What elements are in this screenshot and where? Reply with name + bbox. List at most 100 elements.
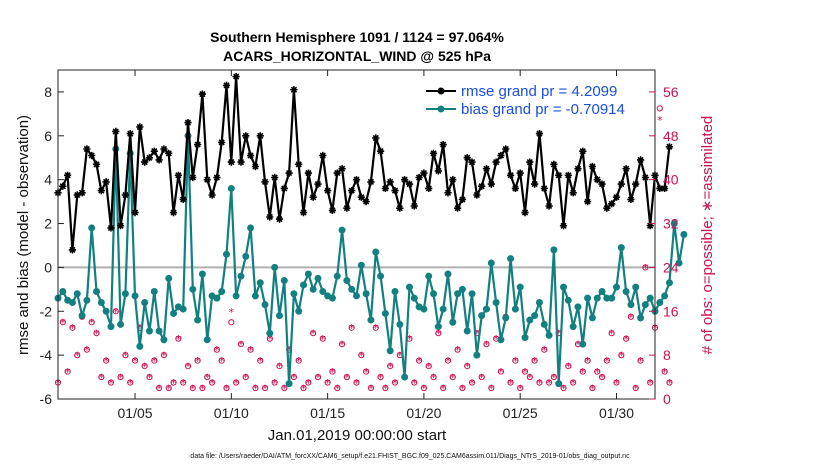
obs-assimilated-point: * <box>132 355 138 368</box>
obs-possible-point <box>175 335 182 342</box>
obs-possible-point <box>517 384 524 392</box>
rmse-point <box>637 156 645 164</box>
obs-possible-point <box>324 379 331 386</box>
rmse-point <box>603 204 611 212</box>
obs-assimilated-point: * <box>147 372 153 385</box>
rmse-point <box>516 169 524 177</box>
obs-possible-point <box>83 346 90 353</box>
obs-assimilated-point: * <box>70 322 76 335</box>
rmse-series <box>54 73 673 254</box>
obs-possible-point <box>468 379 476 386</box>
obs-possible-point <box>74 352 81 359</box>
plot-background <box>58 70 655 399</box>
rmse-point <box>487 180 495 188</box>
obs-possible-point <box>180 379 187 386</box>
obs-assimilated-point: * <box>354 377 360 390</box>
x-axis-label: Jan.01,2019 00:00:00 start <box>268 427 447 444</box>
rmse-point <box>429 149 438 157</box>
rmse-point <box>401 176 409 184</box>
bias-point <box>622 288 630 296</box>
obs-assimilated-point: * <box>508 377 514 390</box>
y-tick-label: -6 <box>40 391 53 407</box>
obs-possible-point <box>151 357 158 364</box>
bias-point <box>59 288 67 296</box>
rmse-point <box>550 160 558 168</box>
rmse-point <box>328 206 336 214</box>
obs-assimilated-point: * <box>253 383 259 396</box>
obs-assimilated-point: * <box>556 328 562 341</box>
obs-assimilated-point: * <box>426 361 432 374</box>
bias-point <box>251 292 259 300</box>
bias-point <box>357 261 365 269</box>
obs-assimilated-point: * <box>243 372 249 385</box>
rmse-point <box>338 165 346 173</box>
rmse-point <box>256 132 264 140</box>
x-tick-label: 01/10 <box>214 405 249 421</box>
obs-possible-point <box>382 384 389 392</box>
y2-tick-label: 32 <box>663 216 679 232</box>
legend-rmse-label: rmse grand pr = 4.2099 <box>461 83 617 100</box>
obs-possible-point <box>459 384 466 392</box>
bias-point <box>608 294 616 302</box>
obs-assimilated-point: * <box>301 383 307 396</box>
obs-assimilated-point: * <box>359 350 365 363</box>
rmse-point <box>198 90 206 98</box>
bias-point <box>88 224 96 232</box>
bias-point <box>439 305 447 313</box>
obs-assimilated-point: * <box>455 344 461 357</box>
bias-point <box>102 307 110 315</box>
bias-point <box>550 246 558 254</box>
obs-assimilated-point: * <box>286 344 292 357</box>
bias-point <box>131 292 139 300</box>
obs-assimilated-point: * <box>383 383 389 396</box>
obs-assimilated-point: * <box>142 361 148 374</box>
bias-point <box>160 336 168 344</box>
bias-point <box>261 301 269 309</box>
rmse-point <box>535 130 544 138</box>
rmse-point <box>420 169 428 177</box>
obs-assimilated-point: * <box>493 333 499 346</box>
obs-possible-point <box>276 363 283 370</box>
bias-point <box>492 298 500 306</box>
y2-tick-label: 56 <box>663 84 679 100</box>
rmse-point <box>145 154 154 162</box>
bias-point <box>280 277 288 285</box>
bias-point <box>540 320 548 328</box>
obs-assimilated-point: * <box>614 377 620 390</box>
bias-point <box>266 329 274 337</box>
rmse-point <box>107 224 115 232</box>
obs-possible-point <box>570 379 577 386</box>
obs-possible-point <box>208 379 216 386</box>
obs-possible-point <box>536 379 543 386</box>
bias-point <box>290 290 298 298</box>
rmse-point <box>319 151 327 160</box>
bias-point <box>141 298 149 306</box>
bias-point <box>367 316 375 324</box>
legend-bias-marker <box>437 105 445 113</box>
rmse-point <box>232 73 240 81</box>
obs-assimilated-point: * <box>296 355 302 368</box>
bias-point <box>83 296 91 304</box>
obs-possible-point <box>218 357 225 364</box>
obs-assimilated-point: * <box>657 114 663 127</box>
obs-possible-point <box>440 384 447 392</box>
obs-possible-point <box>623 335 630 342</box>
rmse-point <box>588 162 596 171</box>
bias-point <box>362 290 370 298</box>
rmse-point <box>454 204 462 212</box>
legend-rmse-marker <box>437 87 445 95</box>
obs-assimilated-point: * <box>190 383 196 396</box>
obs-assimilated-point: * <box>623 333 629 346</box>
bias-point <box>223 250 231 258</box>
bias-point <box>300 281 308 289</box>
obs-possible-point <box>117 373 124 381</box>
obs-assimilated-point: * <box>378 372 384 385</box>
obs-possible-point <box>338 341 346 348</box>
obs-possible-point <box>541 346 548 353</box>
obs-assimilated-point: * <box>604 355 610 368</box>
bias-point <box>271 263 279 271</box>
rmse-point <box>458 195 466 203</box>
obs-possible-point <box>618 352 625 359</box>
legend-bias-label: bias grand pr = -0.70914 <box>461 101 625 118</box>
